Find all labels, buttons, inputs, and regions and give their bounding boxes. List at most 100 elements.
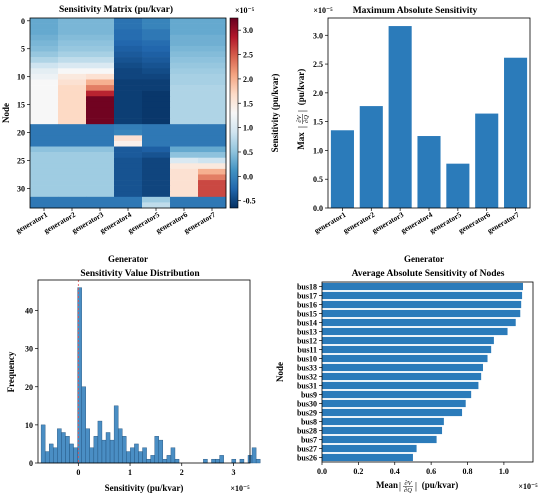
hist-bar <box>138 451 143 464</box>
hist-bar <box>150 455 155 464</box>
heatmap-cell <box>142 191 171 198</box>
hist-bar <box>255 458 261 464</box>
avgbar-y-tick-label: bus27 <box>297 445 317 454</box>
hist-bar <box>158 439 164 464</box>
avgbar-title: Average Absolute Sensitivity of Nodes <box>352 269 505 279</box>
heatmap-cell <box>114 101 143 108</box>
heatmap-y-tick-label: 5 <box>21 45 25 54</box>
heatmap-cell <box>114 73 143 80</box>
maxbar-x-ticks: generator1generator2generator3generator4… <box>313 208 521 235</box>
heatmap-cell <box>86 73 115 80</box>
heatmap-cell <box>198 113 227 119</box>
maxbar-bar <box>446 163 470 208</box>
heatmap-cell <box>170 101 199 108</box>
hist-bar <box>40 424 46 464</box>
heatmap-cell <box>170 168 199 175</box>
heatmap-cell <box>198 62 227 69</box>
colorbar-tick-label: 3.0 <box>243 26 253 35</box>
maxbar-ylabel-bar-left: | <box>296 126 308 128</box>
hist-bar <box>101 439 107 464</box>
maxbar-x-tick-label: generator1 <box>313 210 348 235</box>
avgbar-y-tick-label: bus33 <box>297 364 317 373</box>
avgbar-bar <box>322 372 482 381</box>
avgbar-x-ticks: 0.0 0.2 0.4 0.6 0.8 1.0 <box>317 462 509 476</box>
maxbar-multiplier: ×10⁻⁵ <box>313 6 333 15</box>
heatmap-cell <box>198 40 227 47</box>
heatmap-cell <box>86 40 115 47</box>
heatmap-cell <box>198 168 227 175</box>
heatmap-cell <box>86 29 115 36</box>
avgbar-y-tick-label: bus9 <box>301 391 317 400</box>
avgbar-bar <box>322 354 488 363</box>
hist-y-tick-label: 20 <box>25 383 33 392</box>
maxbar-y-tick-label: 1.5 <box>313 118 323 127</box>
heatmap-cell <box>114 185 143 192</box>
heatmap-cell <box>114 107 143 114</box>
heatmap-x-tick-label: generator7 <box>182 210 217 235</box>
heatmap-cell <box>142 34 171 41</box>
heatmap-cell <box>58 96 87 103</box>
hist-bars <box>40 287 261 464</box>
heatmap-cell <box>142 73 171 80</box>
hist-frame <box>37 279 251 464</box>
avgbar-x-tick-label: 0.6 <box>426 467 436 476</box>
avgbar-y-tick-label: bus26 <box>297 454 317 463</box>
heatmap-cell <box>58 118 87 125</box>
colorbar-ticks: -0.5 0.0 0.5 1.0 1.5 2.0 2.5 3.0 <box>238 26 256 206</box>
avgbar-y-tick-label: bus13 <box>297 328 317 337</box>
heatmap-cell <box>58 90 87 97</box>
heatmap-cell <box>114 40 143 47</box>
heatmap-cell <box>58 140 87 147</box>
maxbar-xlabel: Generator <box>404 254 444 264</box>
heatmap-cell <box>58 18 87 24</box>
heatmap-cell <box>86 146 115 153</box>
heatmap-cell <box>170 79 199 86</box>
maxbar-bar <box>475 113 499 208</box>
hist-bar <box>105 432 111 464</box>
maxbar-x-tick-label: generator3 <box>370 210 405 235</box>
heatmap-cell <box>30 40 59 47</box>
maxbar-y-tick-label: 1.0 <box>313 146 323 155</box>
heatmap-cell <box>30 62 59 69</box>
heatmap-cell <box>170 157 199 164</box>
heatmap-cell <box>142 79 171 86</box>
heatmap-cell <box>142 185 171 192</box>
maxbar-x-tick-label: generator7 <box>486 210 521 235</box>
heatmap-cell <box>86 163 115 170</box>
avgbar-xlabel-frac-num: ∂V <box>404 480 412 487</box>
hist-bar <box>231 458 237 464</box>
heatmap-cell <box>198 202 227 209</box>
heatmap-y-tick-label: 30 <box>17 184 25 193</box>
heatmap-cell <box>142 202 171 209</box>
heatmap-cell <box>30 118 59 125</box>
heatmap-y-tick-label: 10 <box>17 73 25 82</box>
heatmap-cell <box>170 51 199 58</box>
heatmap-cell <box>170 96 199 103</box>
hist-bar <box>215 458 220 464</box>
hist-bar <box>219 455 224 464</box>
heatmap-cell <box>114 34 143 41</box>
heatmap-cell <box>86 124 115 131</box>
heatmap-cell <box>30 73 59 80</box>
heatmap-title: Sensitivity Matrix (pu/kvar) <box>59 4 173 15</box>
hist-bar <box>170 447 176 464</box>
hist-bar <box>57 428 62 464</box>
heatmap-xlabel: Generator <box>108 254 148 264</box>
heatmap-cell <box>114 157 143 164</box>
heatmap-cell <box>142 157 171 164</box>
hist-y-tick-label: 0 <box>29 459 33 468</box>
heatmap-cell <box>58 157 87 164</box>
heatmap-cell <box>58 129 87 136</box>
heatmap-cell <box>30 57 59 64</box>
heatmap-cell <box>86 45 115 52</box>
heatmap-cell <box>170 29 199 36</box>
heatmap-cell <box>170 146 199 153</box>
heatmap-cell <box>58 124 87 131</box>
heatmap-cell <box>86 18 115 24</box>
hist-bar <box>65 436 70 464</box>
hist-bar <box>146 458 151 464</box>
heatmap-cell <box>86 68 115 75</box>
heatmap-cell <box>58 51 87 58</box>
heatmap-cell <box>198 79 227 86</box>
heatmap-cell <box>170 180 199 186</box>
